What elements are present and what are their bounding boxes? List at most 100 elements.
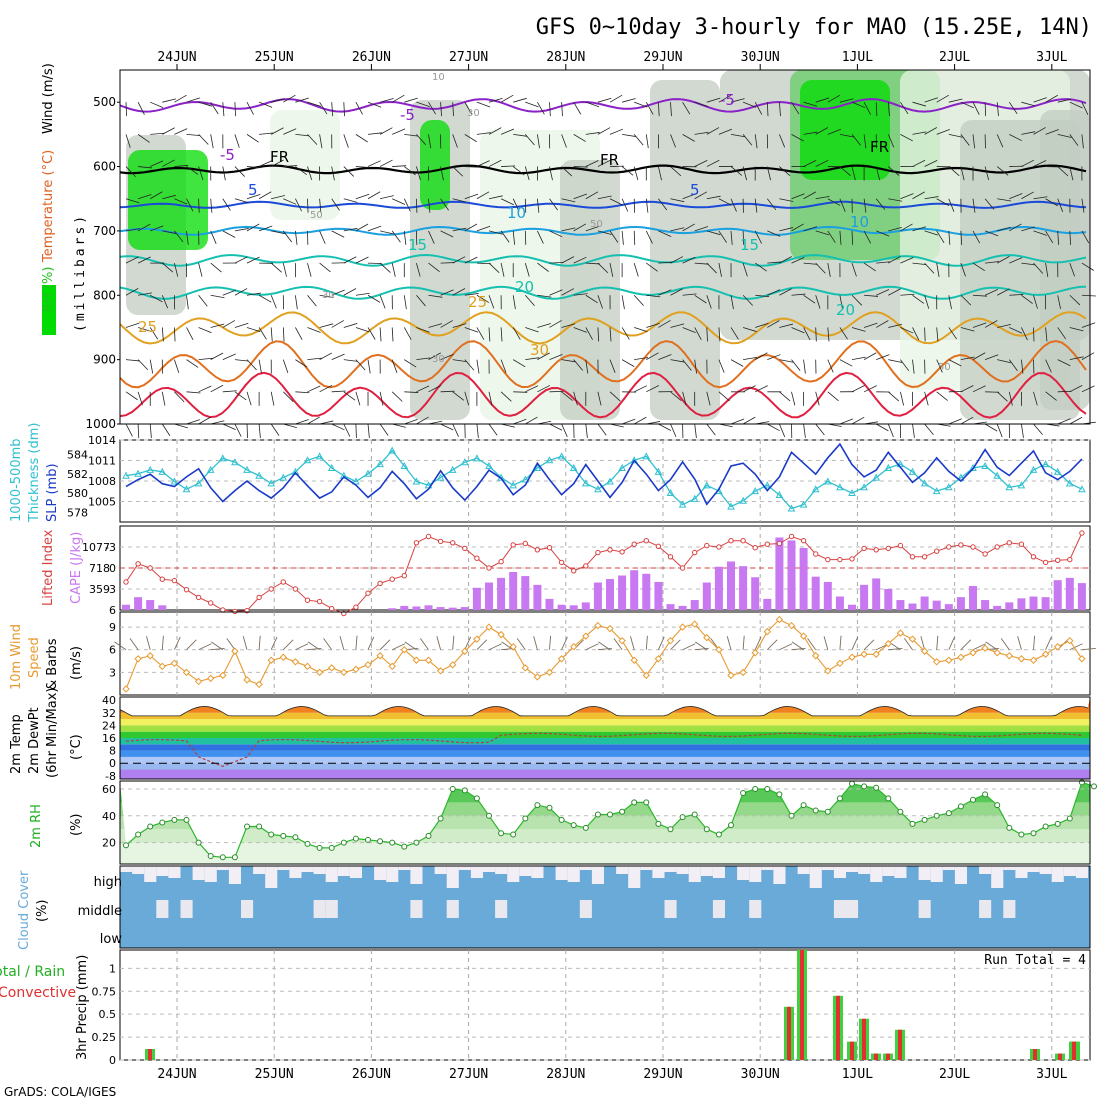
contour-label: 5 [690,181,700,199]
contour-label: 10 [507,204,526,222]
rh2m-point [159,819,166,826]
wind-barb [234,391,247,401]
wind-barb [803,159,817,167]
rh2m-point [897,808,904,815]
wind-barb [343,134,349,148]
wind-barb [706,295,712,309]
wind-barb [779,391,791,402]
wind-barb [331,390,346,393]
cape-bar [763,598,772,610]
wind-barb [1057,418,1071,425]
cloud-mid-gap [241,900,254,918]
cloud-high-gap [761,866,774,870]
wind-barb [960,262,966,277]
rh2m-point [945,810,952,817]
li-point [1055,557,1061,563]
wind-barb [403,295,407,310]
wind-barb [367,294,381,303]
li-point [365,590,371,596]
wind10-barb [198,643,212,651]
wind-barb [355,391,361,406]
wind-barb [331,198,340,211]
date-label-top: 28JUN [546,50,585,65]
wind-barb [682,134,695,142]
wind-barb [948,327,957,340]
wind-barb [791,391,796,406]
wind-barb [452,359,467,362]
wind-barb [246,359,257,371]
wind-barb [331,230,345,238]
rh2m-point [824,808,831,815]
date-label-bottom: 24JUN [157,1067,196,1082]
wind-barb [767,320,780,328]
wind-barb [476,294,490,303]
li-point [946,544,952,550]
ylabel-precip: 3hr Precip (mm) [75,955,90,1060]
wind-barb [295,97,309,103]
wind-barb [984,423,998,432]
wind-barb [876,354,890,361]
wind-barb [150,191,163,200]
li-point [1018,541,1025,547]
cape-bar [1077,583,1086,610]
li-point [522,540,528,547]
wind10-point [557,655,566,663]
wind-barb [936,129,950,135]
thickness-point [448,465,457,473]
wind10-barb [270,636,278,650]
wind-barb [851,327,866,332]
wind-barb [1069,230,1072,245]
wind-barb [827,128,841,135]
wind-barb [162,230,177,234]
date-label-bottom: 29JUN [643,1067,682,1082]
wind10-barb [839,635,842,650]
wind-barb [779,198,794,202]
cape-bar [545,598,554,610]
wind-barb [1057,133,1072,138]
wind-barb [404,418,418,425]
ylabel-wind10-2: Speed [27,637,42,678]
wind-barb [670,166,682,177]
thickness-point [146,465,155,473]
wind-barb [924,160,938,167]
wind10-barb [948,636,956,650]
li-point [413,540,420,546]
wind-barb [319,230,326,244]
wind10-barb [379,639,391,651]
contour-label: 25 [138,318,157,336]
cape-tick: 1077 [82,541,110,554]
rh2m-point [764,786,771,793]
wind-barb [258,327,267,340]
cloud-high-gap [120,866,133,872]
wind10-point [388,662,396,671]
wind-barb [561,288,575,296]
wind-barb [827,391,839,402]
thickness-point [787,504,796,512]
wind-barb [476,132,491,135]
wind-barb [997,359,1011,364]
rh2m-point [413,839,420,846]
wind-barb [742,262,748,277]
wind-barb [621,98,636,103]
wind-barb [367,359,371,374]
wind10-barb [985,641,998,651]
wind10-point [448,661,457,669]
wind-barb [984,230,999,237]
temp-band [120,731,1090,738]
wind-barb [888,256,901,264]
rh2m-point [1054,820,1061,827]
wind-barb [404,97,418,103]
wind-barb [997,324,1011,328]
cloud-high-gap [991,866,1004,888]
cape-bar [509,572,518,610]
slp-thickness-panel: 1014 1011 1008 1005 584 582 580 578 [67,434,1091,523]
wind-barb [403,327,412,340]
wind10-point [194,677,203,686]
cloud-high-gap [555,866,568,880]
wind-barb [355,101,363,115]
wind-barb [742,416,756,425]
cape-bar [460,607,469,610]
li-point [292,586,299,592]
cloud-high-gap [374,866,387,880]
thickness-point [388,446,397,454]
